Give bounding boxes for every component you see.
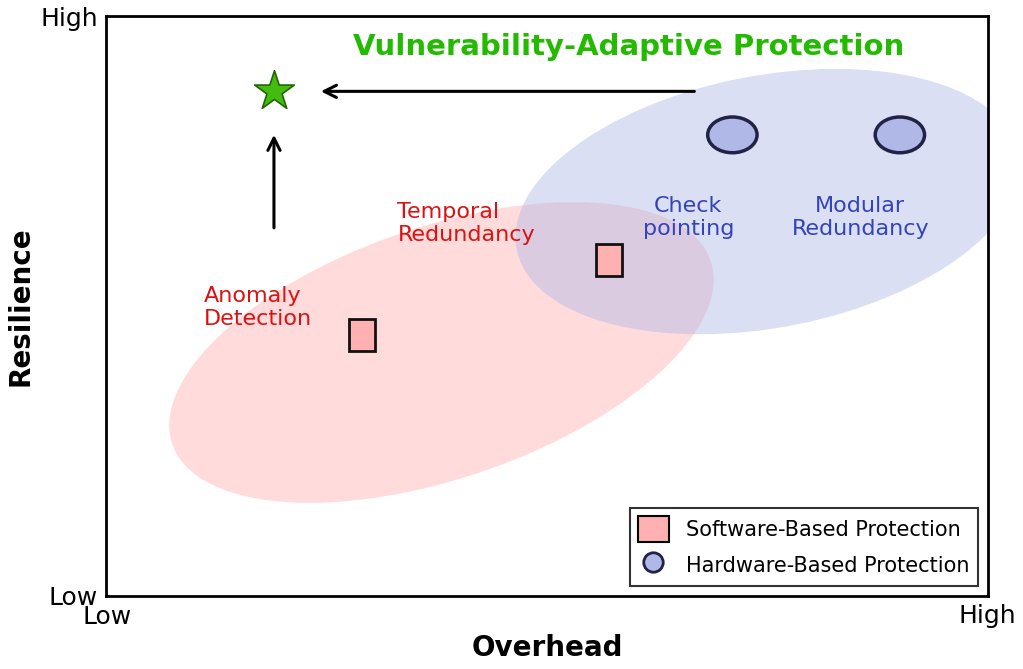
Legend: Software-Based Protection, Hardware-Based Protection: Software-Based Protection, Hardware-Base… <box>629 508 978 586</box>
Text: Vulnerability-Adaptive Protection: Vulnerability-Adaptive Protection <box>353 33 904 62</box>
Point <box>266 86 282 97</box>
Text: Check
pointing: Check pointing <box>642 196 733 239</box>
FancyBboxPatch shape <box>349 319 375 351</box>
Y-axis label: Resilience: Resilience <box>7 226 35 386</box>
Text: Modular
Redundancy: Modular Redundancy <box>792 196 929 239</box>
Text: Temporal
Redundancy: Temporal Redundancy <box>397 202 535 245</box>
Ellipse shape <box>708 117 757 153</box>
Ellipse shape <box>169 202 714 503</box>
Ellipse shape <box>516 69 1020 334</box>
Ellipse shape <box>876 117 925 153</box>
Text: Anomaly
Detection: Anomaly Detection <box>204 286 312 329</box>
FancyBboxPatch shape <box>595 244 622 276</box>
X-axis label: Overhead: Overhead <box>472 634 623 662</box>
